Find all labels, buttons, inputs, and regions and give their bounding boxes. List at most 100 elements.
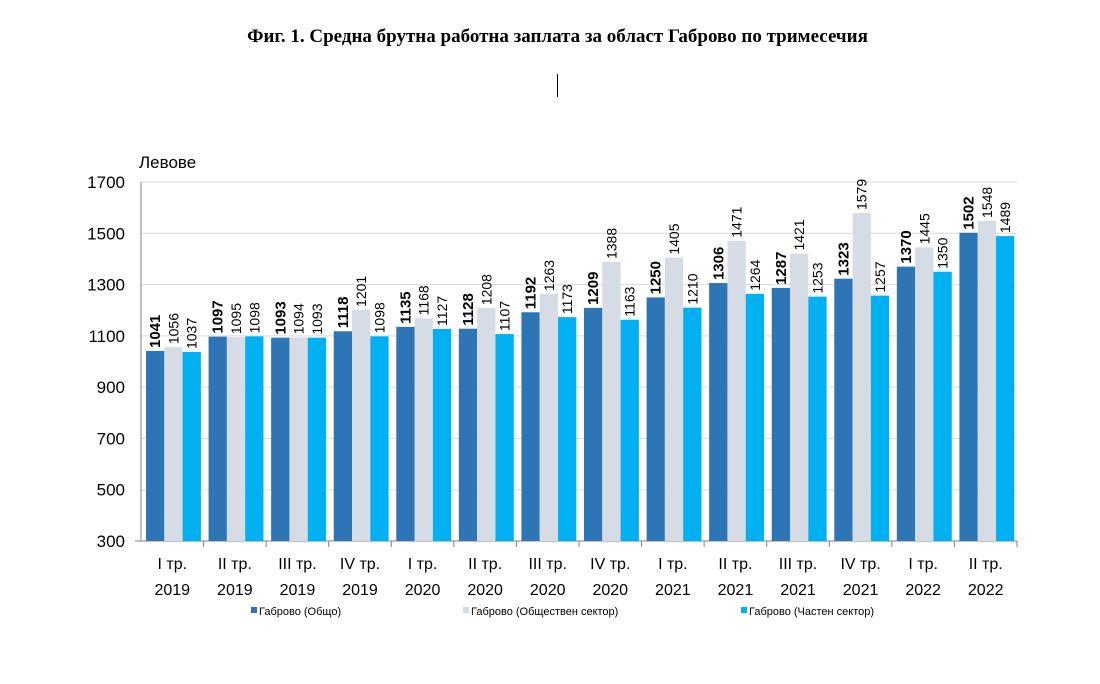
bar — [146, 350, 165, 541]
data-label: 1093 — [272, 301, 289, 334]
x-tick-label: IV тр. — [340, 556, 380, 573]
bar — [164, 347, 183, 541]
x-tick-label-year: 2021 — [780, 582, 816, 599]
x-tick-label-year: 2020 — [530, 582, 566, 599]
bar — [182, 352, 201, 541]
x-tick-label-year: 2019 — [280, 582, 316, 599]
bar — [521, 312, 540, 541]
bar — [289, 337, 308, 541]
data-label: 1056 — [165, 313, 181, 344]
data-label: 1208 — [478, 274, 494, 305]
data-label: 1405 — [666, 223, 682, 254]
legend-swatch — [463, 607, 469, 613]
data-label: 1548 — [979, 187, 995, 218]
bar — [745, 293, 765, 541]
bar — [558, 317, 577, 541]
bar — [808, 296, 827, 541]
y-tick-label: 1100 — [88, 327, 125, 346]
x-tick-label-year: 2022 — [968, 582, 1004, 599]
data-label: 1263 — [541, 260, 557, 291]
data-label: 1502 — [961, 196, 978, 229]
x-tick-label-year: 2019 — [217, 582, 253, 599]
data-label: 1445 — [916, 213, 932, 244]
x-tick-label-year: 2019 — [342, 582, 378, 599]
y-tick-label: 1700 — [87, 173, 125, 192]
bar — [432, 328, 452, 541]
bar — [584, 307, 603, 541]
y-tick-label: 700 — [97, 429, 125, 448]
data-label: 1168 — [416, 285, 432, 315]
bar — [933, 271, 952, 541]
data-label: 1489 — [997, 202, 1013, 233]
bar — [396, 326, 415, 541]
x-tick-label: I тр. — [658, 556, 688, 573]
bar — [602, 262, 621, 541]
bar — [245, 336, 264, 541]
data-label: 1209 — [585, 272, 602, 305]
bar — [333, 331, 353, 541]
bar — [352, 309, 371, 541]
y-tick-label: 1300 — [87, 276, 125, 295]
data-label: 1579 — [854, 179, 870, 210]
data-label: 1128 — [460, 293, 477, 326]
x-tick-label: IV тр. — [840, 556, 880, 573]
legend-label: Габрово (Общо) — [259, 606, 341, 618]
x-tick-label: I тр. — [408, 556, 438, 573]
bar — [664, 257, 684, 541]
bar — [852, 213, 871, 541]
bar — [915, 247, 934, 541]
data-label: 1201 — [353, 276, 369, 307]
data-label: 1127 — [434, 296, 450, 326]
data-label: 1135 — [397, 291, 414, 324]
text-cursor — [557, 74, 558, 97]
x-tick-label: III тр. — [278, 556, 316, 573]
data-label: 1257 — [872, 261, 888, 292]
bar — [996, 236, 1015, 541]
bar — [790, 253, 809, 541]
bar — [870, 295, 890, 541]
data-label: 1095 — [228, 303, 244, 334]
legend-swatch — [741, 607, 747, 613]
x-tick-label-year: 2020 — [592, 582, 628, 599]
bar — [271, 337, 290, 541]
data-label: 1097 — [210, 300, 227, 333]
y-tick-label: 500 — [97, 481, 125, 500]
x-tick-label-year: 2021 — [718, 582, 754, 599]
data-label: 1173 — [559, 284, 575, 314]
x-tick-label: I тр. — [158, 556, 188, 573]
legend-label: Габрово (Обществен сектор) — [471, 606, 618, 618]
bar — [977, 220, 997, 541]
x-tick-label: II тр. — [468, 556, 502, 573]
bar — [495, 334, 514, 541]
data-label: 1192 — [523, 277, 540, 310]
bar — [370, 336, 389, 541]
x-tick-label: I тр. — [908, 556, 938, 573]
bar — [959, 232, 978, 541]
data-label: 1098 — [246, 302, 262, 333]
data-label: 1370 — [898, 230, 915, 263]
y-tick-label: 900 — [97, 378, 125, 397]
x-tick-label-year: 2019 — [154, 582, 190, 599]
legend-swatch — [251, 607, 257, 613]
bar — [458, 328, 478, 541]
bar — [709, 283, 728, 541]
data-label: 1253 — [809, 262, 825, 293]
data-label: 1118 — [335, 297, 352, 329]
data-label: 1388 — [603, 228, 619, 259]
x-tick-label: III тр. — [528, 556, 566, 573]
x-tick-label-year: 2021 — [655, 582, 691, 599]
y-tick-label: 300 — [97, 532, 125, 551]
data-label: 1163 — [622, 286, 638, 316]
x-tick-label: II тр. — [969, 556, 1003, 573]
data-label: 1350 — [935, 237, 951, 268]
x-tick-label-year: 2020 — [467, 582, 503, 599]
bar — [727, 240, 746, 541]
data-label: 1094 — [291, 303, 307, 334]
bar — [683, 307, 702, 541]
bar — [771, 287, 791, 541]
data-label: 1093 — [309, 303, 325, 334]
bar — [896, 266, 916, 541]
data-label: 1323 — [835, 242, 852, 275]
data-label: 1306 — [710, 247, 727, 280]
